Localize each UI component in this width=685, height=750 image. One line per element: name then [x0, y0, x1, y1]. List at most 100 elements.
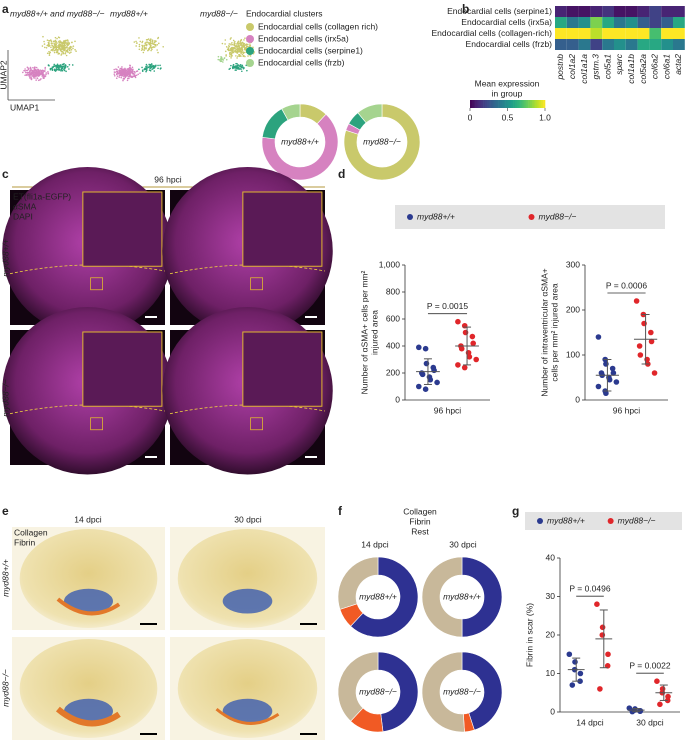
umap-point: [145, 66, 147, 69]
colorbar-segment: [470, 100, 473, 108]
umap-point: [125, 75, 127, 77]
x-tick-label: 96 hpci: [434, 405, 462, 415]
umap-point: [143, 48, 146, 50]
umap-point: [157, 37, 159, 40]
y-axis-label: Fibrin in scar (%): [524, 603, 534, 667]
umap-point: [58, 46, 60, 48]
umap-point: [70, 48, 73, 51]
umap-point: [220, 60, 223, 63]
umap-point: [57, 41, 60, 43]
umap-point: [57, 69, 60, 71]
umap-point: [135, 42, 138, 44]
colorbar-segment: [496, 100, 499, 108]
umap-point: [234, 69, 237, 71]
pie-center-label: myd88+/+: [443, 591, 481, 601]
umap-point: [234, 40, 236, 43]
umap-point: [68, 49, 71, 52]
heatmap-cell: [637, 39, 650, 50]
umap-point: [62, 51, 64, 54]
heatmap-cell: [661, 17, 673, 28]
data-point: [569, 682, 576, 688]
panel-label: d: [338, 167, 345, 181]
umap-point: [135, 45, 137, 47]
umap-point: [55, 51, 58, 54]
heatmap-cell: [555, 39, 567, 50]
pie-center-label: myd88−/−: [359, 686, 397, 696]
umap-point: [151, 40, 154, 43]
data-point: [470, 340, 477, 347]
umap-point: [124, 67, 126, 70]
umap-point: [234, 65, 236, 68]
umap-point: [238, 55, 241, 58]
umap-point: [138, 48, 141, 51]
umap-point: [139, 72, 141, 74]
y-tick-label: 400: [386, 340, 400, 350]
heatmap-cell: [649, 6, 662, 17]
heatmap-cell: [614, 39, 626, 50]
umap-point: [66, 49, 69, 52]
umap-point: [35, 79, 37, 81]
colorbar-segment: [492, 100, 495, 108]
pie-slice: [357, 103, 383, 124]
umap-point: [72, 45, 75, 47]
heatmap-cell: [614, 28, 626, 39]
umap-point: [157, 64, 159, 67]
heatmap-column-label: sparc: [614, 53, 624, 75]
umap-point: [56, 63, 59, 66]
colorbar-segment: [505, 100, 508, 108]
umap-point: [243, 67, 245, 69]
data-point: [610, 370, 617, 376]
heatmap-cell: [566, 39, 579, 50]
umap-point: [65, 70, 67, 73]
y-axis-label: Number of αSMA+ cells per mm²: [359, 270, 369, 394]
umap-point: [156, 49, 158, 51]
umap-point: [157, 42, 160, 45]
umap-point: [62, 63, 65, 66]
umap-point: [241, 53, 244, 56]
umap-point: [33, 73, 36, 75]
umap-point: [128, 66, 131, 69]
histology-tissue: [177, 529, 318, 628]
legend-swatch: [407, 214, 413, 220]
umap-point: [230, 47, 233, 50]
histology-tissue: [177, 639, 318, 738]
y-tick-label: 300: [566, 259, 580, 269]
legend-swatch: [246, 23, 254, 31]
umap-point: [43, 46, 46, 49]
heatmap-cell: [637, 6, 650, 17]
umap-point: [241, 48, 244, 51]
data-point: [657, 701, 663, 708]
pie-slice: [421, 556, 463, 638]
umap-point: [51, 48, 53, 51]
umap-point: [230, 52, 233, 55]
umap-point: [139, 40, 142, 43]
umap-point: [232, 67, 234, 70]
heatmap-cell: [566, 6, 579, 17]
heatmap-column-label: acta2: [673, 54, 683, 75]
data-point: [651, 370, 658, 376]
inset: [242, 331, 323, 407]
umap-point: [66, 39, 69, 41]
umap-point: [116, 73, 118, 75]
umap-point: [42, 35, 44, 38]
umap-point: [218, 59, 221, 61]
umap-point: [236, 48, 239, 51]
umap-point: [141, 47, 143, 50]
umap-point: [45, 73, 47, 76]
colorbar-segment: [481, 100, 484, 108]
colorbar-segment: [522, 100, 525, 108]
data-point: [595, 383, 602, 390]
heatmap-cell: [649, 39, 662, 50]
umap-point: [41, 71, 43, 73]
umap-point: [48, 52, 51, 55]
pie-center-label: myd88+/+: [359, 591, 397, 601]
y-axis-label: cells per mm² injured area: [549, 283, 559, 382]
umap-point: [137, 73, 139, 76]
umap-point: [121, 71, 124, 73]
umap-point: [56, 37, 58, 40]
inset-source: [250, 417, 264, 431]
heatmap-row-label: Endocardial cells (collagen-rich): [432, 28, 553, 38]
umap-point: [55, 65, 58, 67]
colorbar-segment: [483, 100, 486, 108]
umap-point: [135, 70, 138, 73]
